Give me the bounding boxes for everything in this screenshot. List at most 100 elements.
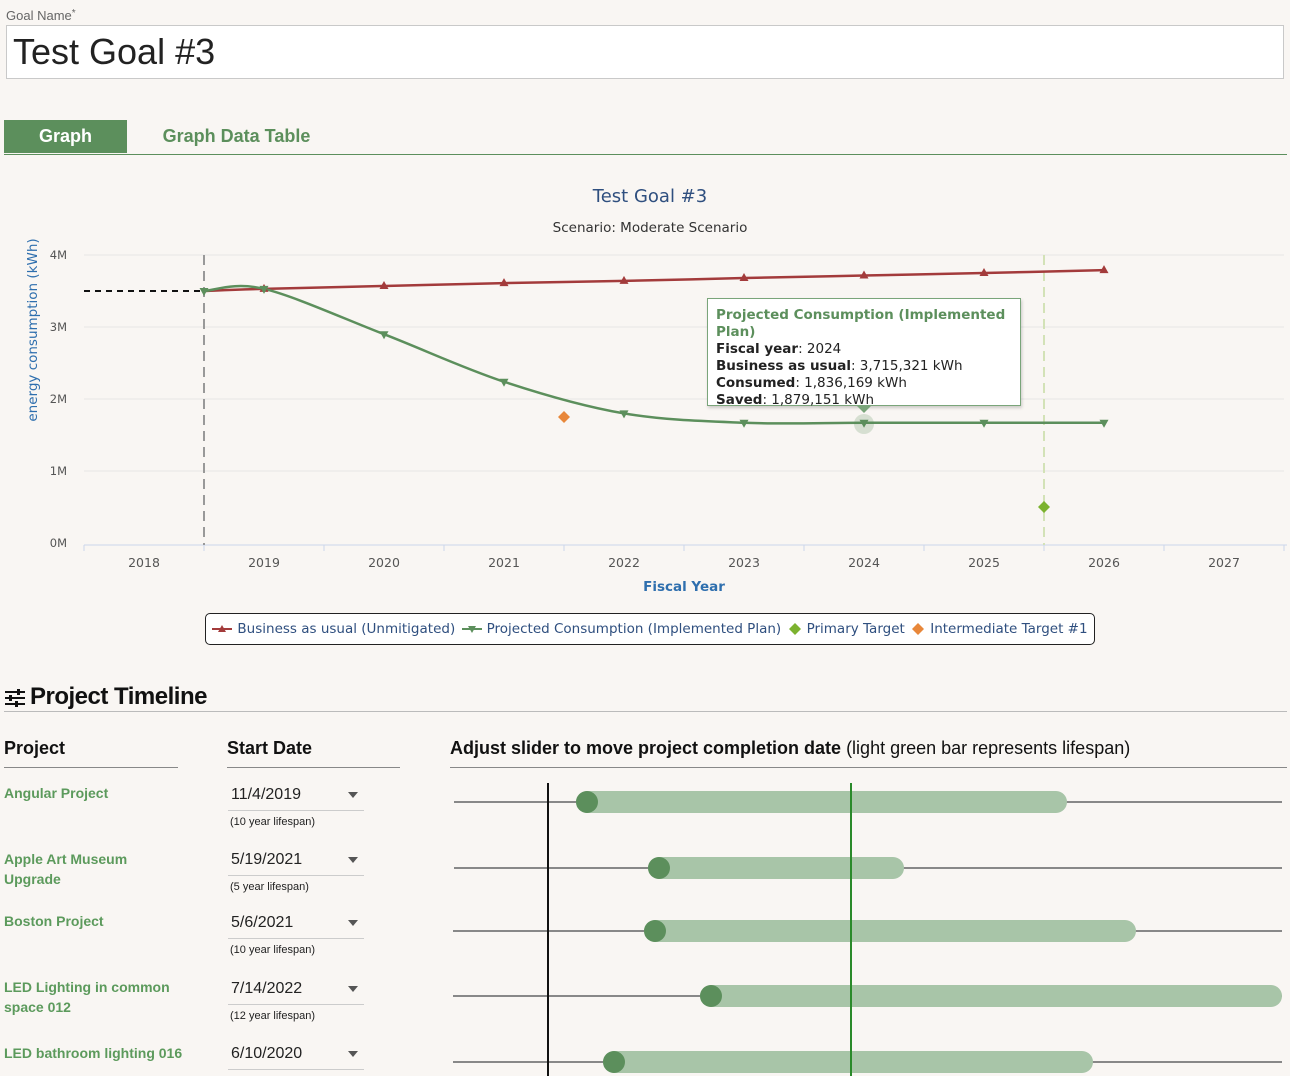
project-slider[interactable] — [454, 790, 1282, 814]
y-tick-label: 4M — [50, 248, 67, 262]
lifespan-bar — [648, 857, 904, 879]
start-date-value: 11/4/2019 — [231, 786, 301, 803]
chart-title: Test Goal #3 — [592, 186, 707, 207]
start-date-select[interactable]: 5/19/2021 — [228, 845, 364, 876]
y-axis-ticks: 0M 1M 2M 3M 4M — [50, 248, 67, 550]
start-date-value: 5/19/2021 — [231, 851, 303, 868]
project-slider[interactable] — [453, 919, 1282, 943]
x-tick-label: 2019 — [248, 555, 280, 570]
lifespan-note: (5 year lifespan) — [230, 881, 309, 893]
legend-label: Primary Target — [806, 621, 905, 637]
lifespan-bar — [700, 985, 1282, 1007]
data-point-marker — [979, 419, 989, 428]
goal-name-input[interactable]: Test Goal #3 — [6, 25, 1284, 79]
required-mark: * — [71, 8, 76, 19]
project-slider[interactable] — [453, 984, 1282, 1008]
target-marker — [558, 411, 570, 423]
series-markers — [199, 265, 1109, 513]
data-point-marker — [1099, 265, 1109, 274]
project-name-link[interactable]: Boston Project — [4, 913, 104, 929]
tab-bar: Graph Graph Data Table — [4, 120, 1287, 155]
lifespan-bar — [644, 920, 1136, 942]
start-date-select[interactable]: 11/4/2019 — [228, 780, 364, 811]
slider-handle[interactable] — [603, 1051, 625, 1073]
legend-label: Projected Consumption (Implemented Plan) — [486, 621, 782, 637]
data-point-marker — [739, 419, 749, 428]
start-date-value: 5/6/2021 — [231, 914, 294, 931]
start-date-select[interactable]: 6/10/2020 — [228, 1039, 364, 1070]
divider — [227, 767, 400, 768]
chevron-down-icon — [348, 1051, 358, 1057]
chart-tooltip: Projected Consumption (Implemented Plan)… — [707, 298, 1021, 408]
x-tick-label: 2020 — [368, 555, 400, 570]
chevron-down-icon — [348, 792, 358, 798]
slider-handle[interactable] — [576, 791, 598, 813]
column-header-project: Project — [4, 738, 66, 758]
divider — [450, 767, 1287, 768]
data-point-marker — [499, 278, 509, 287]
chart-grid — [84, 254, 1284, 472]
y-tick-label: 1M — [50, 464, 67, 478]
x-axis-label: Fiscal Year — [643, 579, 725, 595]
data-point-marker — [1099, 419, 1109, 428]
data-point-marker — [379, 280, 389, 289]
chart-subtitle: Scenario: Moderate Scenario — [553, 220, 748, 236]
data-point-marker — [979, 268, 989, 276]
x-tick-label: 2018 — [128, 555, 160, 570]
project-name-link[interactable]: Apple Art Museum Upgrade — [4, 851, 128, 887]
y-tick-label: 3M — [50, 320, 67, 334]
tooltip-title: Projected Consumption (Implemented Plan) — [716, 307, 1006, 340]
slider-handle[interactable] — [700, 985, 722, 1007]
project-name-link[interactable]: Angular Project — [4, 785, 109, 801]
start-date-select[interactable]: 5/6/2021 — [228, 908, 364, 939]
tab-graph-data-table[interactable]: Graph Data Table — [162, 126, 311, 146]
legend-item-business-as-usual[interactable]: Business as usual (Unmitigated) — [212, 621, 455, 637]
x-tick-label: 2021 — [488, 555, 520, 570]
data-point-marker — [619, 275, 629, 284]
target-marker — [1038, 501, 1050, 513]
column-header-start-date: Start Date — [227, 738, 313, 758]
data-point-marker — [619, 410, 629, 419]
data-point-marker — [379, 331, 389, 340]
tooltip-arrow — [856, 405, 872, 413]
start-date-value: 7/14/2022 — [231, 980, 303, 997]
data-point-marker — [499, 378, 509, 387]
legend-item-primary-target[interactable]: Primary Target — [788, 621, 905, 637]
hover-halo — [854, 414, 874, 434]
series-line — [203, 268, 1105, 293]
legend-item-intermediate-target[interactable]: Intermediate Target #1 — [911, 621, 1088, 637]
tooltip-row: Consumed: 1,836,169 kWh — [716, 375, 907, 391]
goal-name-label: Goal Name* — [6, 8, 76, 23]
data-point-marker — [859, 419, 869, 428]
column-header-slider: Adjust slider to move project completion… — [450, 738, 1131, 758]
legend-item-projected-consumption[interactable]: Projected Consumption (Implemented Plan) — [461, 621, 782, 637]
project-slider[interactable] — [453, 1050, 1282, 1074]
slider-handle[interactable] — [644, 920, 666, 942]
triangle-up-icon — [212, 625, 233, 632]
data-point-marker — [259, 285, 269, 294]
baseline-year-marker — [547, 783, 549, 1076]
triangle-down-icon — [461, 626, 482, 633]
diamond-icon — [912, 623, 925, 635]
tooltip-row: Saved: 1,879,151 kWh — [716, 392, 875, 408]
plot-lines — [84, 255, 1045, 545]
x-tick-label: 2027 — [1208, 555, 1240, 570]
project-slider[interactable] — [454, 856, 1282, 880]
x-tick-label: 2025 — [968, 555, 1000, 570]
start-date-value: 6/10/2020 — [231, 1045, 303, 1062]
data-point-marker — [859, 270, 869, 279]
tab-graph[interactable]: Graph — [4, 120, 127, 153]
project-name-link[interactable]: LED Lighting in common space 012 — [4, 979, 170, 1015]
y-tick-label: 2M — [50, 392, 67, 406]
lifespan-bar — [576, 791, 1067, 813]
slider-handle[interactable] — [648, 857, 670, 879]
consumption-chart: Test Goal #3 Scenario: Moderate Scenario… — [25, 186, 1287, 595]
y-tick-label: 0M — [50, 536, 67, 550]
legend-label: Business as usual (Unmitigated) — [237, 621, 456, 637]
project-timeline-title: Project Timeline — [30, 683, 207, 710]
project-name-link[interactable]: LED bathroom lighting 016 — [4, 1045, 183, 1061]
lifespan-note: (12 year lifespan) — [230, 1010, 315, 1022]
start-date-select[interactable]: 7/14/2022 — [228, 974, 364, 1005]
x-tick-label: 2024 — [848, 555, 880, 570]
chart-legend: Business as usual (Unmitigated) Projecte… — [205, 613, 1095, 645]
